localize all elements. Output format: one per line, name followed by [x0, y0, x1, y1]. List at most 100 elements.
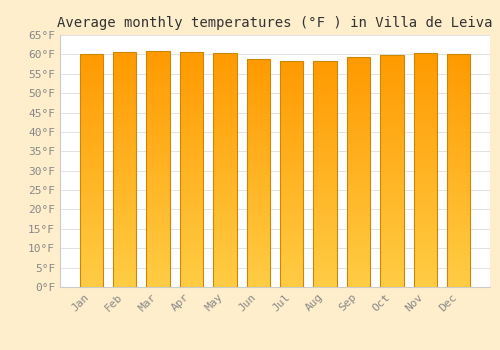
Bar [414, 84, 437, 86]
Bar [80, 78, 103, 80]
Bar [280, 153, 303, 156]
Bar [246, 205, 270, 207]
Bar [447, 54, 470, 287]
Bar [246, 105, 270, 107]
Bar [414, 88, 437, 91]
Bar [414, 98, 437, 100]
Bar [314, 269, 337, 271]
Bar [180, 158, 203, 160]
Bar [246, 241, 270, 244]
Bar [80, 243, 103, 245]
Bar [80, 119, 103, 122]
Bar [380, 180, 404, 182]
Bar [280, 167, 303, 169]
Bar [146, 247, 170, 249]
Bar [180, 167, 203, 170]
Bar [146, 162, 170, 164]
Bar [213, 177, 236, 179]
Bar [380, 62, 404, 64]
Bar [414, 142, 437, 145]
Bar [347, 223, 370, 225]
Bar [180, 116, 203, 118]
Bar [414, 250, 437, 252]
Bar [447, 240, 470, 243]
Bar [347, 280, 370, 282]
Bar [280, 149, 303, 151]
Bar [314, 68, 337, 70]
Bar [80, 87, 103, 89]
Bar [447, 147, 470, 150]
Bar [80, 57, 103, 59]
Bar [447, 136, 470, 138]
Bar [180, 123, 203, 125]
Bar [447, 110, 470, 113]
Bar [280, 106, 303, 108]
Bar [414, 159, 437, 161]
Bar [180, 125, 203, 127]
Bar [380, 192, 404, 194]
Bar [347, 138, 370, 140]
Bar [380, 57, 404, 60]
Bar [414, 107, 437, 109]
Bar [347, 115, 370, 117]
Bar [347, 69, 370, 71]
Bar [213, 172, 236, 175]
Bar [80, 171, 103, 173]
Bar [447, 280, 470, 282]
Bar [180, 259, 203, 261]
Bar [314, 119, 337, 122]
Bar [314, 85, 337, 88]
Bar [380, 145, 404, 148]
Bar [213, 245, 236, 247]
Bar [347, 202, 370, 204]
Bar [146, 86, 170, 88]
Bar [414, 229, 437, 231]
Bar [414, 205, 437, 208]
Bar [314, 135, 337, 138]
Bar [113, 120, 136, 122]
Bar [180, 149, 203, 151]
Bar [414, 194, 437, 196]
Bar [113, 136, 136, 139]
Bar [180, 66, 203, 69]
Bar [146, 235, 170, 237]
Bar [447, 198, 470, 201]
Bar [380, 250, 404, 252]
Bar [213, 53, 236, 287]
Bar [314, 264, 337, 267]
Bar [314, 251, 337, 253]
Bar [447, 54, 470, 57]
Bar [80, 138, 103, 140]
Bar [146, 136, 170, 138]
Bar [447, 194, 470, 196]
Bar [447, 171, 470, 173]
Bar [280, 158, 303, 160]
Bar [380, 173, 404, 176]
Bar [414, 264, 437, 266]
Bar [80, 54, 103, 57]
Bar [314, 113, 337, 115]
Bar [146, 169, 170, 171]
Bar [180, 224, 203, 226]
Bar [414, 226, 437, 229]
Bar [113, 177, 136, 179]
Bar [180, 214, 203, 217]
Bar [314, 156, 337, 158]
Bar [180, 92, 203, 95]
Bar [447, 252, 470, 254]
Bar [80, 113, 103, 115]
Bar [113, 106, 136, 108]
Bar [280, 217, 303, 219]
Bar [80, 275, 103, 278]
Bar [414, 138, 437, 140]
Bar [113, 193, 136, 195]
Bar [314, 90, 337, 92]
Bar [80, 82, 103, 85]
Bar [213, 149, 236, 151]
Bar [414, 268, 437, 271]
Bar [380, 138, 404, 141]
Bar [347, 214, 370, 216]
Bar [347, 181, 370, 184]
Bar [280, 63, 303, 65]
Bar [213, 266, 236, 268]
